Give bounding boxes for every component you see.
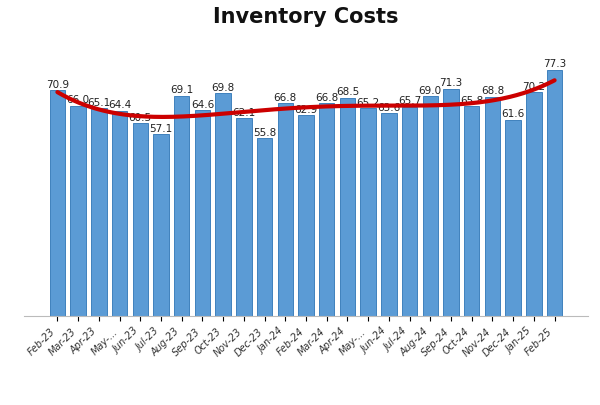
- Text: 62.1: 62.1: [232, 107, 256, 117]
- Text: 65.8: 65.8: [460, 96, 484, 106]
- Text: 65.2: 65.2: [356, 98, 380, 108]
- Text: 70.2: 70.2: [523, 82, 545, 92]
- Bar: [194, 111, 210, 316]
- Bar: [422, 97, 438, 316]
- Bar: [485, 98, 500, 316]
- Bar: [340, 98, 355, 316]
- Text: 68.5: 68.5: [336, 87, 359, 97]
- Text: 66.8: 66.8: [274, 92, 297, 102]
- Bar: [215, 94, 231, 316]
- Bar: [526, 93, 542, 316]
- Text: 63.6: 63.6: [377, 103, 400, 113]
- Title: Inventory Costs: Inventory Costs: [213, 6, 399, 27]
- Text: 69.0: 69.0: [419, 85, 442, 96]
- Bar: [278, 104, 293, 316]
- Bar: [381, 114, 397, 316]
- Bar: [319, 104, 334, 316]
- Bar: [443, 90, 459, 316]
- Bar: [50, 91, 65, 316]
- Bar: [505, 120, 521, 316]
- Text: 57.1: 57.1: [149, 124, 173, 133]
- Text: 60.5: 60.5: [129, 113, 152, 122]
- Text: 62.9: 62.9: [295, 105, 317, 115]
- Text: 68.8: 68.8: [481, 86, 504, 96]
- Text: 69.1: 69.1: [170, 85, 193, 95]
- Bar: [112, 111, 127, 316]
- Text: 70.9: 70.9: [46, 79, 69, 90]
- Text: 69.8: 69.8: [212, 83, 235, 93]
- Text: 64.6: 64.6: [191, 100, 214, 109]
- Bar: [257, 139, 272, 316]
- Bar: [153, 134, 169, 316]
- Bar: [91, 109, 107, 316]
- Bar: [402, 107, 418, 316]
- Text: 61.6: 61.6: [502, 109, 525, 119]
- Text: 77.3: 77.3: [543, 59, 566, 69]
- Text: 65.1: 65.1: [87, 98, 110, 108]
- Text: 64.4: 64.4: [108, 100, 131, 110]
- Text: 66.8: 66.8: [315, 92, 338, 102]
- Bar: [70, 106, 86, 316]
- Text: 71.3: 71.3: [439, 78, 463, 88]
- Bar: [298, 116, 314, 316]
- Text: 65.7: 65.7: [398, 96, 421, 106]
- Bar: [174, 96, 190, 316]
- Bar: [133, 124, 148, 316]
- Bar: [361, 109, 376, 316]
- Text: 55.8: 55.8: [253, 128, 276, 137]
- Bar: [464, 107, 479, 316]
- Bar: [236, 119, 251, 316]
- Bar: [547, 70, 562, 316]
- Text: 66.0: 66.0: [67, 95, 89, 105]
